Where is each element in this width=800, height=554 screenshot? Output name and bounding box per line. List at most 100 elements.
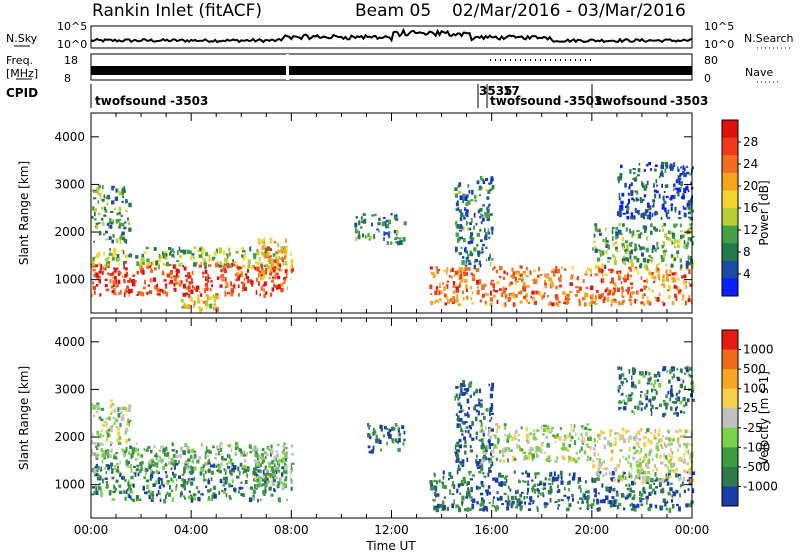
power-data-cell — [673, 162, 676, 168]
power-data-cell — [205, 306, 208, 310]
power-data-cell — [521, 276, 524, 282]
velocity-data-cell — [662, 399, 666, 403]
velocity-data-cell — [109, 403, 113, 409]
velocity-data-cell — [149, 474, 154, 479]
velocity-data-cell — [614, 468, 618, 472]
velocity-data-cell — [639, 469, 643, 473]
power-data-cell — [641, 212, 644, 216]
power-data-cell — [639, 264, 643, 269]
power-data-cell — [118, 206, 121, 212]
power-data-cell — [654, 228, 658, 232]
velocity-data-cell — [536, 488, 539, 492]
power-data-cell — [457, 303, 461, 306]
velocity-data-cell — [631, 381, 635, 387]
velocity-data-cell — [179, 493, 182, 498]
power-data-cell — [484, 283, 487, 287]
power-data-cell — [365, 236, 368, 240]
velocity-data-cell — [437, 503, 440, 509]
velocity-data-cell — [435, 507, 439, 513]
velocity-data-cell — [683, 489, 686, 494]
power-data-cell — [141, 253, 145, 259]
velocity-data-cell — [479, 503, 483, 507]
power-data-cell — [202, 275, 205, 278]
power-data-cell — [269, 237, 273, 243]
power-data-cell — [178, 246, 181, 252]
velocity-data-cell — [98, 466, 102, 470]
velocity-data-cell — [219, 478, 223, 483]
power-data-cell — [574, 294, 578, 297]
velocity-data-cell — [145, 468, 149, 472]
power-data-cell — [118, 222, 123, 226]
velocity-data-cell — [94, 485, 97, 488]
velocity-data-cell — [212, 485, 217, 490]
velocity-data-cell — [190, 454, 192, 459]
velocity-data-cell — [166, 480, 170, 483]
velocity-data-cell — [468, 407, 470, 410]
velocity-data-cell — [502, 459, 506, 463]
power-data-cell — [93, 207, 97, 212]
power-data-cell — [470, 252, 474, 257]
power-data-cell — [626, 274, 630, 277]
velocity-data-cell — [121, 406, 124, 411]
velocity-data-cell — [687, 488, 690, 492]
power-data-cell — [462, 200, 465, 203]
velocity-data-cell — [180, 483, 185, 487]
velocity-data-cell — [127, 407, 132, 413]
velocity-data-cell — [278, 459, 281, 463]
velocity-data-cell — [651, 458, 654, 462]
power-data-cell — [687, 211, 691, 215]
velocity-data-cell — [403, 430, 406, 435]
power-data-cell — [198, 254, 202, 258]
power-data-cell — [165, 283, 168, 286]
power-data-cell — [280, 282, 284, 287]
power-data-cell — [689, 237, 693, 242]
velocity-data-cell — [598, 507, 601, 511]
power-data-cell — [686, 268, 689, 271]
power-data-cell — [552, 270, 555, 273]
power-data-cell — [236, 271, 239, 276]
power-data-cell — [629, 242, 633, 247]
power-data-cell — [639, 197, 642, 202]
velocity-data-cell — [109, 443, 112, 447]
power-data-cell — [685, 243, 689, 248]
velocity-data-cell — [678, 506, 681, 512]
power-data-cell — [173, 256, 175, 259]
power-data-cell — [645, 236, 648, 241]
power-data-cell — [260, 286, 264, 291]
power-data-cell — [624, 240, 629, 244]
velocity-data-cell — [658, 428, 661, 433]
velocity-data-cell — [282, 461, 286, 464]
power-data-cell — [199, 291, 201, 294]
power-data-cell — [620, 200, 624, 205]
power-data-cell — [680, 223, 682, 228]
velocity-data-cell — [203, 466, 205, 469]
velocity-data-cell — [235, 441, 239, 447]
power-data-cell — [273, 259, 276, 263]
power-data-cell — [624, 183, 627, 188]
power-data-cell — [532, 269, 537, 273]
velocity-data-cell — [466, 411, 469, 416]
power-data-cell — [92, 257, 95, 261]
power-data-cell — [616, 270, 619, 275]
power-data-cell — [683, 188, 686, 192]
velocity-data-cell — [683, 443, 686, 446]
velocity-data-cell — [226, 480, 228, 484]
power-data-cell — [467, 184, 470, 188]
power-data-cell — [485, 246, 488, 250]
velocity-data-cell — [175, 450, 178, 454]
power-data-cell — [685, 186, 689, 191]
velocity-data-cell — [683, 385, 687, 390]
velocity-data-cell — [471, 421, 474, 426]
power-data-cell — [163, 290, 166, 294]
velocity-data-cell — [231, 479, 234, 484]
velocity-data-cell — [533, 488, 537, 494]
power-data-cell — [269, 271, 272, 276]
velocity-data-cell — [497, 438, 500, 443]
velocity-data-cell — [164, 471, 168, 474]
velocity-data-cell — [249, 486, 254, 490]
velocity-data-cell — [550, 488, 553, 494]
power-data-cell — [491, 258, 494, 261]
velocity-data-cell — [592, 465, 595, 469]
power-data-cell — [271, 267, 274, 271]
power-data-cell — [687, 236, 690, 241]
